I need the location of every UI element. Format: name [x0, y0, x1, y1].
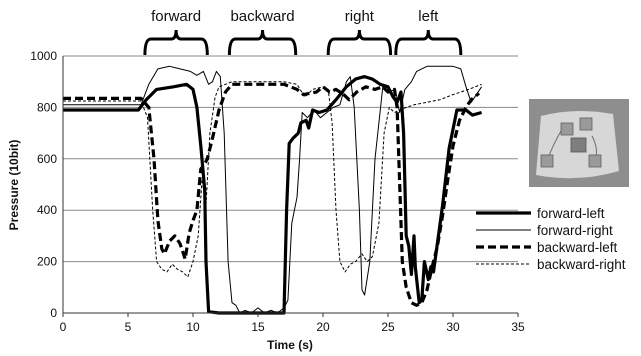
phase-label: left [418, 8, 439, 25]
sensor-pad-back-right [588, 154, 602, 168]
x-tick-label: 15 [251, 320, 265, 334]
x-tick-label: 0 [60, 320, 67, 334]
x-tick-label: 30 [446, 320, 460, 334]
legend-label: forward-left [537, 206, 605, 221]
x-tick-label: 20 [316, 320, 330, 334]
phase-label: backward [230, 8, 294, 25]
x-tick-label: 5 [125, 320, 132, 334]
sensor-center-box [570, 137, 587, 153]
phase-bracket [227, 29, 298, 56]
legend: forward-left forward-right backward-left ba… [476, 206, 626, 272]
y-tick-label: 0 [50, 306, 57, 320]
series-line-backward-left [63, 82, 481, 307]
axes-layer: 0 200 400 600 800 1000 0 5 10 15 20 25 30 35 [30, 49, 525, 334]
x-tick-label: 25 [381, 320, 395, 334]
phase-brackets: forward backward right left [143, 8, 463, 56]
series-line-forward-left [63, 74, 483, 315]
phase-label: forward [151, 8, 201, 25]
sensor-pad-front-right [579, 117, 593, 131]
y-tick-label: 200 [37, 255, 57, 269]
phase-bracket [326, 29, 393, 56]
x-tick-label: 35 [511, 320, 525, 334]
y-axis-title: Pressure (10bit) [7, 140, 21, 231]
phase-bracket [143, 29, 209, 56]
x-axis-title: Time (s) [267, 338, 313, 352]
sensor-pad-front-left [560, 122, 574, 136]
phase-label: right [345, 8, 375, 25]
series-layer [63, 65, 483, 315]
sensor-pad-back-left [540, 154, 554, 168]
phase-bracket [394, 29, 463, 56]
legend-label: backward-left [537, 240, 618, 255]
y-tick-label: 800 [37, 100, 57, 114]
series-line-forward-right [63, 65, 483, 314]
cushion-photo-inset [529, 99, 629, 187]
x-tick-label: 10 [186, 320, 200, 334]
legend-label: backward-right [537, 257, 626, 272]
series-line-backward-right [63, 81, 482, 278]
legend-label: forward-right [537, 223, 613, 238]
y-tick-label: 600 [37, 152, 57, 166]
y-tick-label: 1000 [30, 49, 57, 63]
y-tick-label: 400 [37, 203, 57, 217]
